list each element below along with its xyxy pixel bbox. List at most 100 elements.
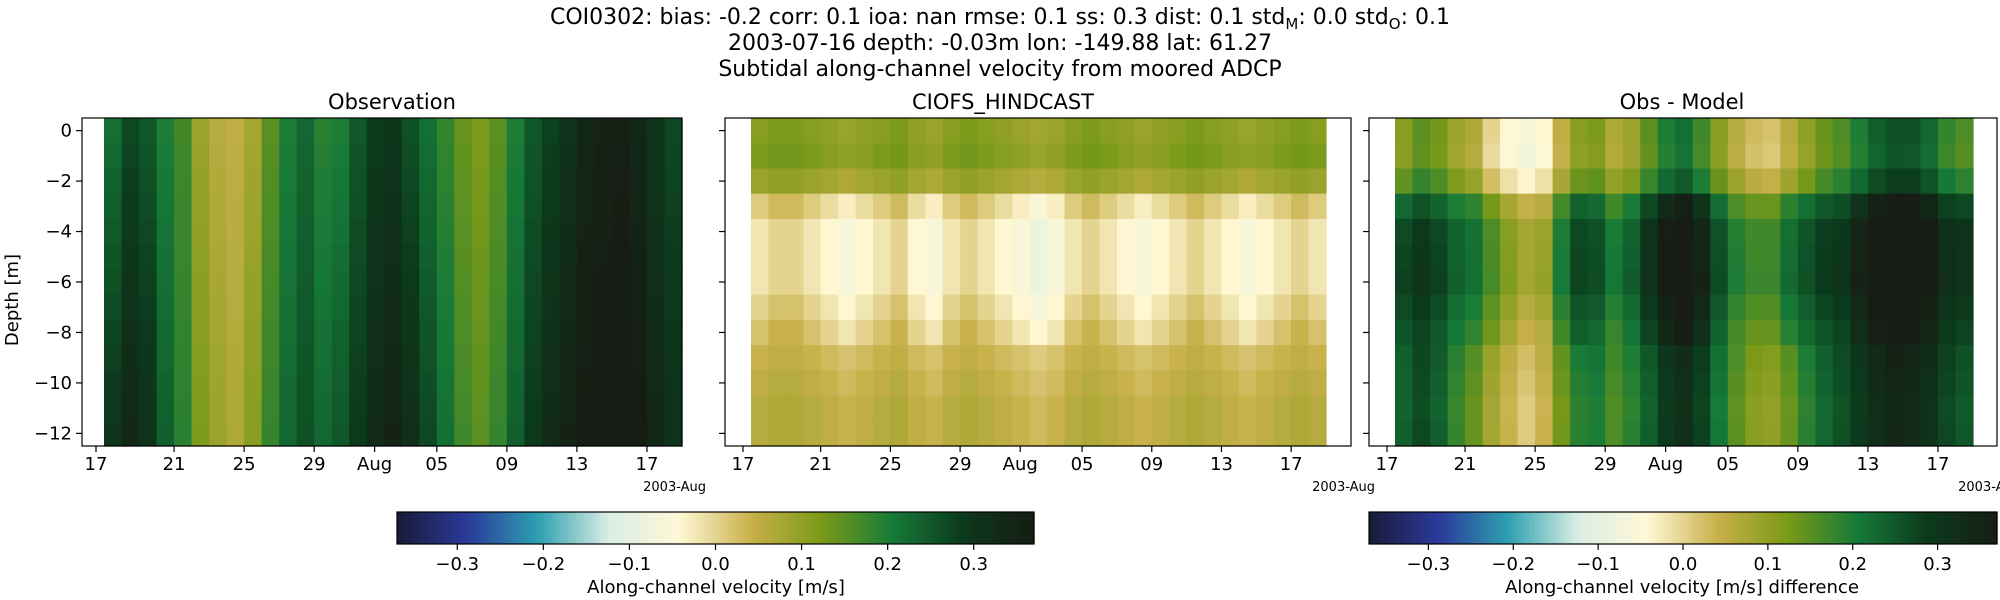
heatmap-cell: [1762, 118, 1781, 144]
heatmap-cell: [1186, 118, 1205, 144]
heatmap-cell: [664, 370, 683, 397]
colorbar-segment: [448, 512, 454, 544]
colorbar-segment: [759, 512, 764, 544]
heatmap-cell: [139, 395, 158, 422]
heatmap-cell: [454, 244, 473, 270]
heatmap-cell: [1256, 218, 1275, 245]
heatmap-cell: [751, 218, 770, 245]
heatmap-cell: [1692, 395, 1711, 422]
heatmap-cell: [1517, 168, 1536, 195]
colorbar-segment: [779, 512, 784, 544]
heatmap-cell: [907, 244, 926, 270]
heatmap-cell: [872, 218, 891, 245]
heatmap-cell: [1552, 143, 1571, 170]
heatmap-cell: [384, 118, 403, 144]
colorbar-segment: [1942, 512, 1947, 544]
heatmap-cell: [977, 420, 996, 447]
heatmap-cell: [1832, 269, 1851, 296]
colorbar-segment: [1781, 512, 1786, 544]
heatmap-cell: [1622, 218, 1641, 245]
heatmap-cell: [890, 294, 909, 321]
heatmap-cell: [1273, 294, 1292, 321]
colorbar-label-difference: Along-channel velocity [m/s] difference: [1505, 577, 1859, 598]
heatmap-cell: [156, 269, 175, 296]
heatmap-cell: [1902, 244, 1922, 270]
heatmap-cell: [244, 345, 263, 371]
heatmap-cell: [1064, 395, 1083, 422]
heatmap-cell: [994, 269, 1013, 296]
colorbar-segment: [492, 512, 498, 544]
heatmap-cell: [820, 168, 839, 195]
heatmap-cell: [1047, 193, 1066, 220]
colorbar-segment: [1612, 512, 1617, 544]
heatmap-cell: [925, 218, 944, 245]
heatmap-cell: [594, 143, 613, 170]
heatmap-cell: [1832, 168, 1851, 195]
heatmap-cell: [1622, 143, 1641, 170]
heatmap-cell: [1447, 244, 1466, 270]
heatmap-cell: [1064, 294, 1083, 321]
colorbar-tick-label: −0.2: [1491, 554, 1535, 575]
heatmap-cell: [1186, 370, 1205, 397]
colorbar-segment: [424, 512, 430, 544]
heatmap-cell: [1204, 143, 1223, 170]
heatmap-cell: [1273, 420, 1292, 447]
heatmap-cell: [925, 370, 944, 397]
heatmap-cell: [1447, 143, 1466, 170]
heatmap-cell: [1430, 218, 1449, 245]
heatmap-cell: [820, 420, 839, 447]
heatmap-cell: [751, 345, 770, 371]
heatmap-cell: [1832, 395, 1851, 422]
heatmap-cell: [1256, 319, 1275, 346]
heatmap-cell: [820, 294, 839, 321]
heatmap-cell: [401, 319, 420, 346]
heatmap-cell: [419, 319, 438, 346]
colorbar-segment: [560, 512, 565, 544]
heatmap-cell: [1308, 143, 1327, 170]
heatmap-cell: [1745, 168, 1764, 195]
heatmap-cell: [1535, 143, 1554, 170]
heatmap-cell: [226, 218, 245, 245]
heatmap-cell: [1692, 294, 1711, 321]
heatmap-cell: [1867, 193, 1887, 220]
heatmap-cell: [1762, 345, 1781, 371]
heatmap-cell: [785, 168, 804, 195]
heatmap-cell: [1134, 294, 1153, 321]
heatmap-cell: [1885, 244, 1904, 270]
heatmap-cell: [244, 319, 263, 346]
colorbar-segment: [1679, 512, 1684, 544]
heatmap-cell: [629, 420, 648, 447]
colorbar-segment: [1541, 512, 1547, 544]
heatmap-cell: [1885, 420, 1904, 447]
heatmap-cell: [384, 420, 403, 447]
colorbar-segment: [568, 512, 573, 544]
heatmap-cell: [349, 395, 368, 422]
colorbar-segment: [564, 512, 569, 544]
colorbar-segment: [910, 512, 916, 544]
heatmap-cell: [1832, 420, 1851, 447]
heatmap-cell: [1500, 420, 1519, 447]
colorbar-segment: [1894, 512, 1900, 544]
colorbar-segment: [1451, 512, 1456, 544]
heatmap-cell: [1291, 218, 1310, 245]
heatmap-cell: [646, 294, 666, 321]
colorbar-segment: [1930, 512, 1935, 544]
colorbar-segment: [894, 512, 900, 544]
colorbar-segment: [1459, 512, 1464, 544]
heatmap-cell: [1832, 143, 1851, 170]
colorbar-segment: [1977, 512, 1982, 544]
colorbar-segment: [412, 512, 418, 544]
heatmap-cell: [907, 294, 926, 321]
heatmap-cell: [576, 118, 596, 144]
heatmap-cell: [104, 370, 123, 397]
heatmap-cell: [1238, 168, 1257, 195]
heatmap-cell: [174, 395, 193, 422]
heatmap-cell: [1552, 420, 1571, 447]
heatmap-cell: [751, 370, 770, 397]
colorbar-segment: [1529, 512, 1535, 544]
heatmap-cell: [1482, 218, 1501, 245]
heatmap-cell: [977, 244, 996, 270]
heatmap-cell: [104, 319, 123, 346]
heatmap-cell: [1692, 143, 1711, 170]
